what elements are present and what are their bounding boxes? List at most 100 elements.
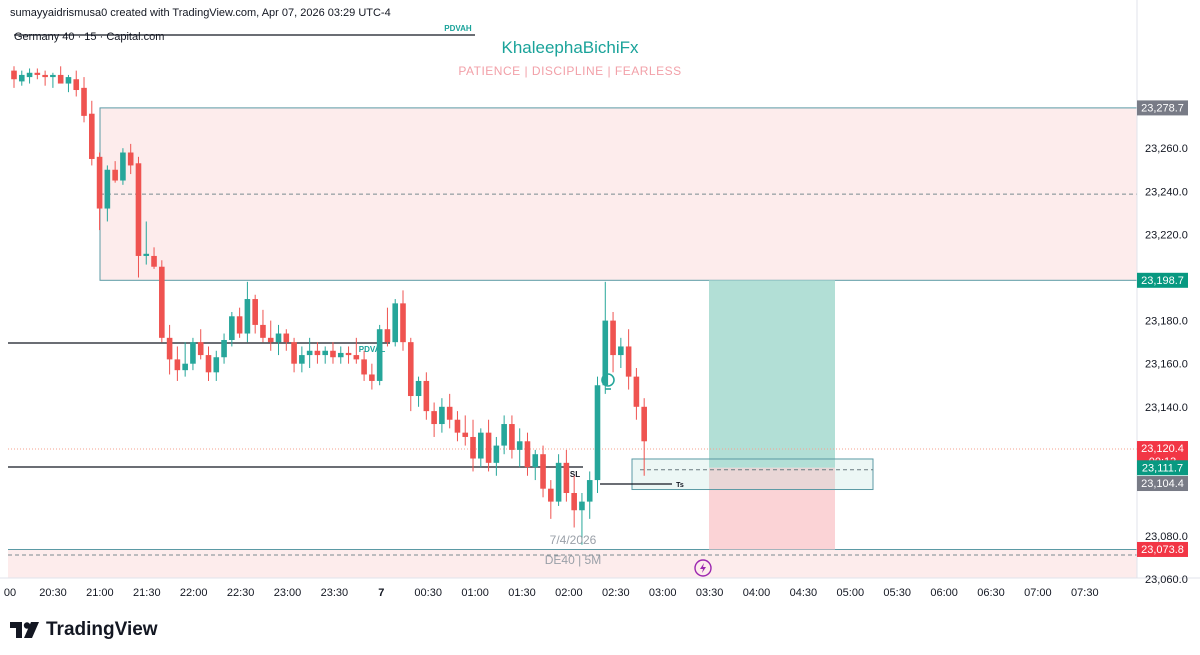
candle-body: [229, 316, 235, 340]
y-tick-label: 23,180.0: [1145, 316, 1188, 328]
candle-body: [18, 74, 25, 82]
price-label-box: [1137, 541, 1188, 557]
candle-body: [454, 419, 461, 433]
x-tick-label: 03:30: [696, 587, 724, 599]
candle-body: [509, 424, 515, 450]
tradingview-logo-text: TradingView: [46, 619, 158, 640]
candle-body: [213, 357, 220, 373]
candle-body: [353, 355, 360, 360]
candle-body: [594, 385, 601, 481]
take-profit-area: [709, 280, 835, 468]
candle-body: [446, 406, 453, 420]
candle-body: [532, 454, 539, 468]
candle-body: [384, 329, 391, 343]
candle-body: [143, 253, 150, 256]
candle-body: [548, 488, 554, 502]
candle-body: [221, 339, 227, 358]
x-tick-label: 20:30: [39, 587, 67, 599]
candle-body: [478, 432, 484, 459]
candle-body: [236, 316, 243, 334]
x-tick-label: 06:00: [930, 587, 958, 599]
candle-body: [190, 342, 196, 364]
candles-layer: [11, 66, 647, 545]
candle-body: [73, 79, 80, 91]
candle-body: [361, 359, 367, 375]
y-tick-label: 23,060.0: [1145, 574, 1188, 586]
symbol-legend[interactable]: Germany 40 · 15 · Capital.com: [14, 31, 165, 43]
x-tick-label: 04:30: [790, 587, 818, 599]
candle-body: [306, 350, 313, 356]
candle-body: [81, 87, 87, 116]
candle-body: [423, 380, 430, 412]
price-label-text: 23,073.8: [1141, 544, 1184, 556]
price-label-text: 23,111.7: [1142, 462, 1183, 474]
y-tick-label: 23,160.0: [1145, 359, 1188, 371]
candle-body: [42, 74, 48, 78]
x-tick-label: 03:00: [649, 587, 677, 599]
candle-body: [260, 324, 266, 338]
x-tick-label: 23:30: [321, 587, 349, 599]
candle-body: [439, 406, 445, 425]
candle-body: [314, 350, 321, 356]
x-tick-label: 02:30: [602, 587, 630, 599]
pdvah-label: PDVAH: [444, 24, 472, 33]
candle-body: [11, 70, 17, 80]
x-tick-label: 07:00: [1024, 587, 1052, 599]
x-tick-label: 22:30: [227, 587, 255, 599]
candle-body: [267, 337, 274, 343]
y-tick-label: 23,080.0: [1145, 531, 1188, 543]
lightning-icon-ring: [694, 559, 712, 577]
x-tick-label: 07:30: [1071, 587, 1099, 599]
candle-body: [516, 441, 523, 450]
candle-body: [540, 454, 546, 489]
candle-body: [252, 299, 258, 325]
entry-box: [631, 458, 874, 491]
candle-body: [345, 352, 352, 356]
icons-layer: [601, 373, 712, 577]
candle-body: [120, 152, 126, 181]
candle-body: [299, 355, 305, 364]
candle-body: [244, 299, 251, 334]
price-label-text: 23,198.7: [1141, 275, 1184, 287]
chart-credit: sumayyaidrismusa0 created with TradingVi…: [10, 7, 391, 19]
candle-body: [182, 363, 188, 371]
candle-body: [369, 374, 375, 381]
candle-body: [205, 355, 212, 373]
candle-body: [174, 359, 181, 371]
trade-position[interactable]: [631, 280, 874, 550]
candle-body: [618, 346, 624, 356]
y-tick-label: 23,260.0: [1145, 143, 1188, 155]
candle-body: [89, 113, 95, 159]
candle-body: [197, 342, 204, 356]
price-label-box: [1137, 272, 1188, 288]
candle-body: [400, 303, 406, 343]
candle-body: [330, 350, 336, 358]
candle-body: [283, 333, 290, 343]
candle-body: [470, 436, 476, 459]
x-tick-label: 00:30: [414, 587, 442, 599]
candle-body: [34, 72, 41, 75]
x-tick-label: 04:00: [743, 587, 771, 599]
ts-label: Ts: [676, 482, 684, 489]
price-label-text: 23,104.4: [1141, 478, 1184, 490]
zones-layer: [8, 107, 1138, 578]
price-labels-layer: 23,278.723,198.723,120.400:1323,111.723,…: [1137, 100, 1188, 557]
candle-body: [151, 255, 157, 267]
candle-body: [96, 156, 103, 209]
demand-zone: [8, 549, 1137, 578]
candle-body: [610, 320, 616, 356]
candle-body: [625, 346, 632, 377]
lightning-icon-bolt: [700, 563, 706, 573]
candle-body: [641, 406, 647, 442]
candle-body: [431, 411, 437, 425]
price-label-box: [1137, 460, 1188, 476]
y-tick-label: 23,140.0: [1145, 402, 1188, 414]
candle-body: [50, 74, 56, 78]
candle-body: [602, 320, 609, 386]
candle-body: [26, 72, 33, 78]
sl-label: SL: [570, 470, 580, 479]
candle-body: [493, 445, 500, 463]
x-tick-label: 05:30: [883, 587, 911, 599]
tradingview-logo[interactable]: TradingView: [10, 619, 158, 641]
